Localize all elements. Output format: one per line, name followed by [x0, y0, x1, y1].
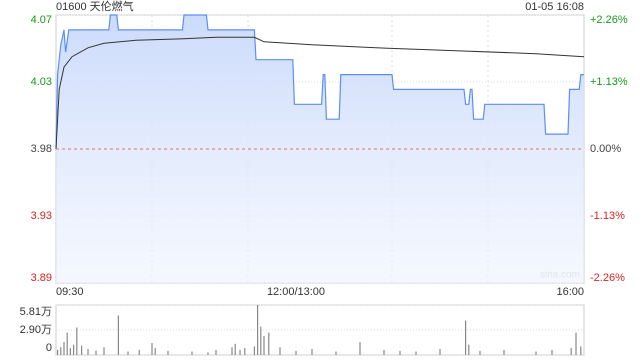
volume-bar	[551, 349, 553, 355]
volume-bar	[439, 348, 441, 355]
volume-bar	[535, 351, 537, 355]
chart-subtitle: 01-05 16:08	[525, 1, 584, 13]
volume-bar	[359, 342, 361, 355]
volume-bar	[295, 350, 297, 355]
volume-bar	[151, 342, 153, 355]
y-tick-label: 4.03	[31, 76, 52, 88]
y2-tick-label: 0.00%	[590, 143, 621, 155]
volume-bar	[268, 332, 270, 355]
volume-bar	[81, 345, 83, 355]
volume-bar	[234, 343, 236, 355]
volume-bar	[66, 332, 68, 355]
volume-bar	[263, 336, 265, 355]
y-tick-label: 3.93	[31, 210, 52, 222]
price-line	[55, 14, 584, 150]
volume-bar	[239, 349, 241, 355]
volume-bar	[63, 342, 65, 355]
volume-bar	[87, 348, 89, 355]
volume-bar	[57, 349, 59, 355]
y2-tick-label: +2.26%	[590, 14, 628, 26]
volume-bar	[117, 315, 119, 355]
volume-bar	[191, 351, 193, 355]
volume-bar	[231, 347, 233, 355]
x-tick-label: 16:00	[556, 286, 584, 298]
volume-bar	[138, 349, 140, 355]
volume-bar	[154, 348, 156, 355]
volume-bar	[244, 348, 246, 355]
x-tick-label: 12:00/13:00	[267, 286, 325, 298]
volume-bar	[311, 348, 313, 355]
volume-bar	[399, 350, 401, 355]
volume-bar	[335, 351, 337, 355]
y2-tick-label: -2.26%	[590, 272, 625, 284]
volume-bar	[479, 350, 481, 355]
volume-bar	[95, 350, 97, 355]
volume-bar	[468, 344, 470, 355]
volume-bar	[503, 349, 505, 355]
volume-tick-label: 0	[46, 342, 52, 354]
volume-tick-label: 5.81万	[20, 306, 52, 318]
volume-tick-label: 2.90万	[20, 324, 52, 336]
volume-bar	[207, 352, 209, 355]
x-tick-label: 09:30	[56, 286, 84, 298]
volume-bar	[279, 347, 281, 355]
volume-bar	[76, 327, 78, 355]
y-tick-label: 4.07	[31, 14, 52, 26]
volume-bar	[60, 347, 62, 355]
volume-bar	[465, 320, 467, 355]
volume-bar	[215, 349, 217, 355]
volume-bar	[570, 348, 572, 355]
volume-bar	[383, 349, 385, 355]
volume-bar	[415, 351, 417, 355]
y-tick-label: 3.98	[31, 143, 52, 155]
volume-bar	[580, 346, 582, 355]
average-line	[55, 36, 585, 150]
volume-bar	[253, 346, 255, 355]
volume-bar	[167, 350, 169, 355]
y-tick-label: 3.89	[31, 272, 52, 284]
chart-title: 01600 天伦燃气	[56, 0, 134, 13]
volume-bar	[69, 348, 71, 355]
y2-tick-label: -1.13%	[590, 210, 625, 222]
volume-bar	[257, 305, 259, 355]
volume-bar	[103, 347, 105, 355]
volume-bar	[575, 332, 577, 355]
volume-bar	[73, 344, 75, 355]
volume-bar	[127, 351, 129, 355]
y2-tick-label: +1.13%	[590, 76, 628, 88]
volume-bar	[260, 326, 262, 355]
